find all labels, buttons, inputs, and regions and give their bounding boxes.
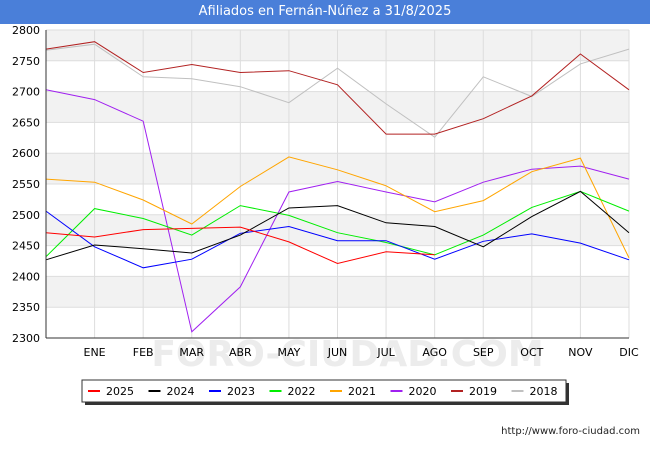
y-tick-label: 2400 [12, 270, 40, 283]
x-tick-label: ABR [229, 346, 252, 359]
legend-label-2018: 2018 [530, 385, 558, 398]
series-line-2018 [45, 43, 630, 138]
legend-label-2022: 2022 [288, 385, 316, 398]
x-tick-label: JUL [376, 346, 395, 359]
legend-box [81, 379, 567, 403]
x-tick-label: DIC [619, 346, 639, 359]
footer-url[interactable]: http://www.foro-ciudad.com [501, 426, 640, 437]
x-tick-label: AGO [422, 346, 447, 359]
x-tick-label: OCT [520, 346, 543, 359]
watermark: FORO-CIUDAD.COM [151, 334, 543, 375]
y-tick-label: 2750 [12, 55, 40, 68]
series-line-2022 [45, 190, 630, 258]
series-line-2025 [45, 226, 435, 265]
series-line-2023 [45, 210, 630, 269]
series-line-2019 [45, 41, 630, 135]
legend-label-2021: 2021 [348, 385, 376, 398]
series-line-2020 [45, 89, 630, 333]
y-tick-label: 2550 [12, 178, 40, 191]
title-bar [0, 0, 650, 24]
y-tick-label: 2500 [12, 209, 40, 222]
x-tick-label: MAR [179, 346, 204, 359]
legend-label-2019: 2019 [469, 385, 497, 398]
x-tick-label: JUN [327, 346, 348, 359]
y-tick-label: 2300 [12, 332, 40, 345]
legend-label-2023: 2023 [227, 385, 255, 398]
y-tick-label: 2700 [12, 86, 40, 99]
x-tick-label: MAY [277, 346, 300, 359]
chart-title: Afiliados en Fernán-Núñez a 31/8/2025 [198, 4, 452, 19]
y-tick-label: 2450 [12, 240, 40, 253]
x-tick-label: ENE [84, 346, 106, 359]
legend-label-2024: 2024 [167, 385, 195, 398]
y-tick-label: 2800 [12, 24, 40, 37]
x-tick-label: FEB [133, 346, 154, 359]
series-line-2024 [45, 190, 630, 261]
y-tick-label: 2350 [12, 301, 40, 314]
x-tick-label: SEP [473, 346, 494, 359]
series-line-2021 [45, 156, 630, 259]
legend-label-2020: 2020 [409, 385, 437, 398]
x-tick-label: NOV [568, 346, 593, 359]
y-tick-label: 2650 [12, 116, 40, 129]
legend-label-2025: 2025 [106, 385, 134, 398]
y-tick-label: 2600 [12, 147, 40, 160]
